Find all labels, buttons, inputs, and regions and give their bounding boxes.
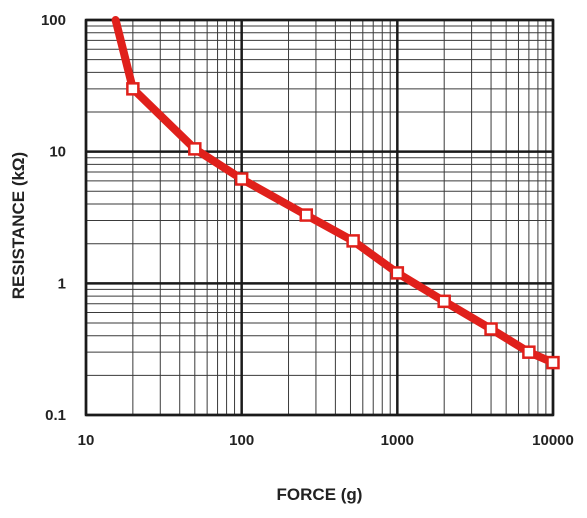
x-axis-title: FORCE (g) — [277, 485, 363, 504]
x-tick-label: 100 — [229, 432, 254, 449]
data-point-marker — [126, 82, 140, 96]
x-tick-label: 10 — [78, 432, 95, 449]
y-tick-labels: 0.1 1 10 100 — [41, 12, 66, 424]
y-tick-label: 10 — [49, 144, 66, 161]
y-tick-label: 0.1 — [45, 407, 66, 424]
x-tick-label: 10000 — [532, 432, 574, 449]
data-point-marker — [484, 322, 498, 336]
data-point-marker — [546, 355, 560, 370]
data-point-marker — [522, 345, 536, 359]
data-point-marker — [437, 294, 451, 309]
y-tick-label: 1 — [58, 275, 66, 292]
plot-frame — [84, 18, 555, 417]
data-point-marker — [390, 266, 405, 280]
data-point-marker — [299, 208, 314, 222]
y-axis-title: RESISTANCE (kΩ) — [9, 152, 28, 299]
data-point-marker — [188, 142, 202, 156]
series-resistance — [111, 16, 560, 370]
data-point-marker — [234, 172, 249, 186]
x-tick-label: 1000 — [381, 432, 414, 449]
y-tick-label: 100 — [41, 12, 66, 29]
data-point-marker — [346, 234, 360, 248]
x-tick-labels: 10 100 1000 10000 — [78, 432, 574, 449]
